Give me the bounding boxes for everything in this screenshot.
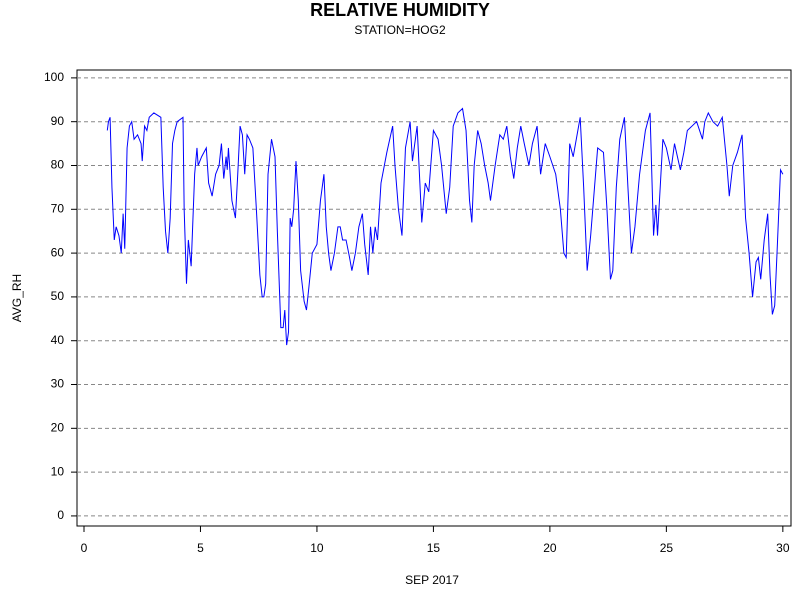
y-tick-label: 40 [51, 333, 65, 347]
x-tick-label: 10 [310, 541, 324, 555]
x-tick-label: 25 [660, 541, 674, 555]
y-axis-label: AVG_RH [10, 274, 24, 322]
plot-frame [76, 69, 792, 527]
y-tick-label: 20 [51, 420, 65, 434]
x-tick-label: 0 [81, 541, 88, 555]
y-tick-label: 70 [51, 201, 65, 215]
x-axis-label: SEP 2017 [405, 573, 459, 587]
data-line [106, 107, 784, 346]
y-tick-label: 50 [51, 289, 65, 303]
x-tick-label: 15 [427, 541, 441, 555]
y-tick-label: 100 [44, 70, 64, 84]
y-tick-label: 10 [51, 464, 65, 478]
y-tick-label: 60 [51, 245, 65, 259]
x-tick-label: 5 [197, 541, 204, 555]
y-tick-label: 0 [57, 508, 64, 522]
chart-title: RELATIVE HUMIDITY [310, 0, 490, 20]
x-tick-label: 20 [543, 541, 557, 555]
y-tick-label: 30 [51, 377, 65, 391]
x-tick-label: 30 [776, 541, 790, 555]
chart-subtitle: STATION=HOG2 [354, 23, 446, 37]
y-tick-label: 90 [51, 114, 65, 128]
y-tick-label: 80 [51, 158, 65, 172]
